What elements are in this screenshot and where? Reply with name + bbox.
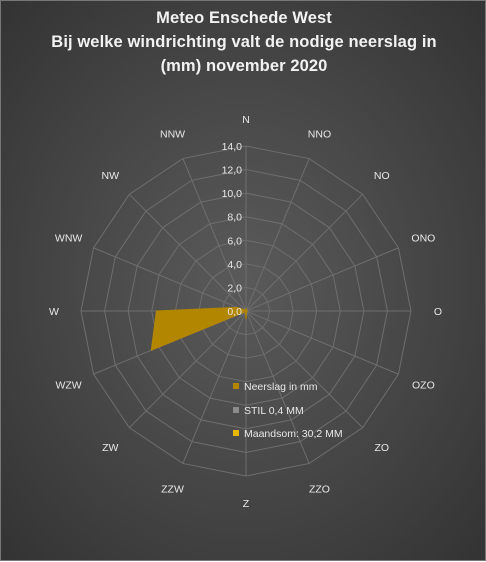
direction-label-zzo: ZZO: [309, 483, 330, 495]
direction-label-wzw: WZW: [55, 379, 81, 391]
r-tick-label: 0,0: [227, 306, 242, 318]
grid-spoke-zw: [128, 310, 247, 429]
radar-series: [150, 306, 248, 352]
grid-spoke-nnw: [182, 158, 247, 312]
legend-swatch-neerslag: [233, 383, 239, 389]
direction-label-ono: ONO: [411, 233, 435, 245]
direction-label-zo: ZO: [374, 442, 389, 454]
grid-spoke-no: [245, 193, 364, 312]
r-tick-label: 8,0: [227, 212, 242, 224]
grid-spoke-zzo: [245, 310, 310, 464]
direction-label-o: O: [434, 306, 442, 318]
grid-spoke-ono: [245, 247, 399, 312]
series-area-neerslag: [150, 306, 248, 352]
direction-label-n: N: [242, 114, 250, 126]
direction-labels: N NNO NO ONO O OZO ZO ZZO Z ZZW ZW WZW W WNW NW NNW: [49, 114, 442, 510]
direction-label-wnw: WNW: [55, 233, 82, 245]
chart-title-line-2: Bij welke windrichting valt de nodige ne…: [51, 33, 437, 51]
legend: Neerslag in mm STIL 0,4 MM Maandsom: 30,…: [233, 381, 343, 440]
direction-label-no: NO: [374, 170, 390, 182]
direction-label-zw: ZW: [102, 442, 118, 454]
grid-spoke-zo: [245, 310, 364, 429]
r-tick-label: 12,0: [222, 165, 243, 177]
direction-label-w: W: [49, 306, 59, 318]
r-tick-label: 10,0: [222, 188, 243, 200]
r-tick-label: 2,0: [227, 282, 242, 294]
chart-title-line-1: Meteo Enschede West: [156, 9, 332, 27]
legend-label-stil: STIL 0,4 MM: [244, 405, 304, 417]
grid-spoke-wnw: [93, 247, 247, 312]
grid-spoke-ozo: [245, 310, 399, 375]
legend-label-maandsom: Maandsom: 30,2 MM: [244, 428, 343, 440]
r-tick-label: 4,0: [227, 259, 242, 271]
r-tick-label: 6,0: [227, 235, 242, 247]
chart-title-line-3: (mm) november 2020: [160, 57, 328, 75]
direction-label-nno: NNO: [308, 129, 331, 141]
direction-label-nw: NW: [101, 170, 119, 182]
legend-label-neerslag: Neerslag in mm: [244, 381, 318, 393]
direction-label-z: Z: [243, 498, 250, 510]
direction-label-zzw: ZZW: [161, 483, 184, 495]
direction-label-nnw: NNW: [160, 129, 185, 141]
grid-spoke-nno: [245, 158, 310, 312]
direction-label-ozo: OZO: [412, 379, 435, 391]
radial-axis-ticks: 0,0 2,0 4,0 6,0 8,0 10,0 12,0 14,0: [222, 141, 243, 318]
legend-swatch-stil: [233, 407, 239, 413]
r-tick-label: 14,0: [222, 141, 243, 153]
grid-spoke-nw: [128, 193, 247, 312]
legend-swatch-maandsom: [233, 430, 239, 436]
grid-spoke-zzw: [182, 310, 247, 464]
